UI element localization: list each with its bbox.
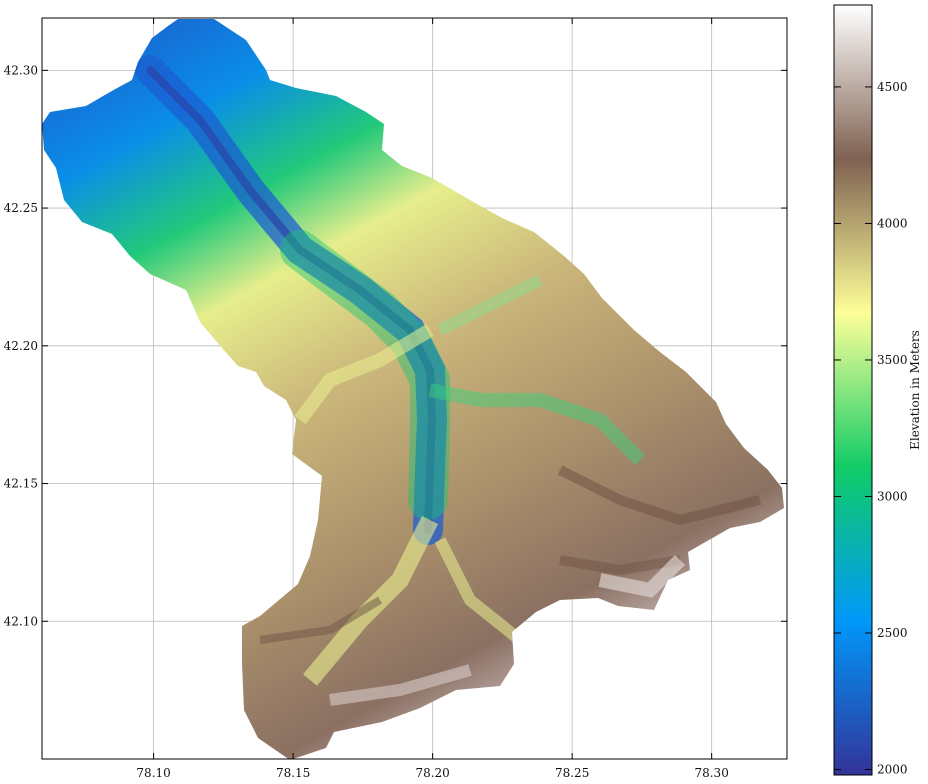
x-tick-label: 78.10 xyxy=(136,766,170,780)
colorbar-tick-label: 2500 xyxy=(877,626,908,640)
colorbar-tick-label: 3000 xyxy=(877,489,908,503)
x-tick-label: 78.30 xyxy=(694,766,728,780)
x-tick-label: 78.25 xyxy=(555,766,589,780)
map-axes-frame xyxy=(41,17,788,760)
colorbar-gradient xyxy=(833,4,873,776)
y-tick-label: 42.30 xyxy=(4,63,38,77)
y-tick-label: 42.20 xyxy=(4,339,38,353)
x-tick-labels: 78.10 78.15 78.20 78.25 78.30 xyxy=(136,766,728,780)
y-tick-label: 42.25 xyxy=(4,201,38,215)
x-tick-label: 78.20 xyxy=(415,766,449,780)
y-tick-labels: 42.30 42.25 42.20 42.15 42.10 xyxy=(4,63,38,628)
y-tick-label: 42.10 xyxy=(4,614,38,628)
colorbar-ticks: 2000 2500 3000 3500 4000 4500 xyxy=(834,80,908,777)
colorbar-tick-label: 4000 xyxy=(877,216,908,230)
axis-ticks xyxy=(42,18,787,759)
colorbar-tick-label: 4500 xyxy=(877,80,908,94)
x-tick-label: 78.15 xyxy=(276,766,310,780)
colorbar-tick-label: 3500 xyxy=(877,353,908,367)
y-tick-label: 42.15 xyxy=(4,477,38,491)
colorbar-label: Elevation in Meters xyxy=(908,330,922,450)
colorbar-tick-label: 2000 xyxy=(877,763,908,777)
